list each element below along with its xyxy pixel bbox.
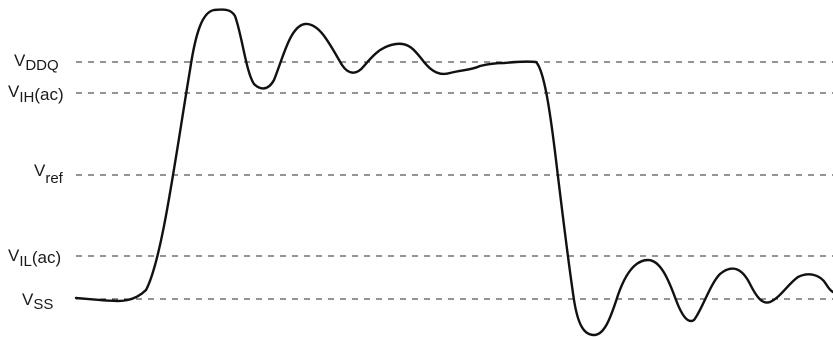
vref-label-sub: ref <box>45 170 63 187</box>
vref-label-base: V <box>34 161 46 180</box>
vil-label-base: V <box>8 246 20 265</box>
vref-label: Vref <box>34 161 64 187</box>
vddq-label-sub: DDQ <box>25 57 58 74</box>
vil-label-suffix: (ac) <box>32 248 61 267</box>
vss-label: VSS <box>22 290 53 313</box>
vih-label-base: V <box>8 82 20 101</box>
vih-label-sub: IH <box>19 89 34 106</box>
vih-ac-label: VIH(ac) <box>8 82 64 106</box>
signal-waveform <box>74 8 833 337</box>
vss-label-sub: SS <box>33 296 53 313</box>
vddq-label-base: V <box>14 51 26 70</box>
vih-label-suffix: (ac) <box>34 85 63 104</box>
vss-label-base: V <box>22 290 34 309</box>
vddq-label: VDDQ <box>14 51 59 74</box>
vil-label-sub: IL <box>19 253 32 270</box>
vil-ac-label: VIL(ac) <box>8 246 61 270</box>
